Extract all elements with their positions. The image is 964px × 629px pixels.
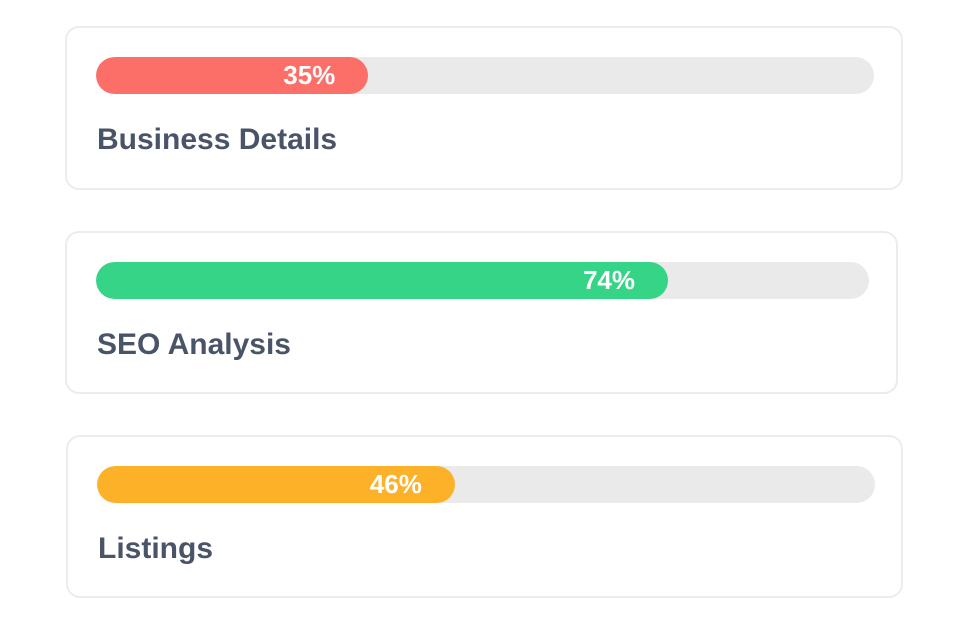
progress-percent-label: 35% — [283, 60, 336, 90]
progress-title: Listings — [98, 532, 214, 565]
progress-card-seo-analysis: 74% SEO Analysis — [65, 231, 898, 394]
progress-fill: 46% — [97, 466, 455, 503]
progress-card-listings: 46% Listings — [66, 435, 903, 598]
progress-track: 46% — [97, 466, 875, 503]
progress-title: SEO Analysis — [97, 328, 291, 361]
progress-percent-label: 74% — [582, 265, 636, 295]
progress-track: 74% — [96, 262, 869, 299]
progress-track: 35% — [96, 57, 874, 94]
progress-percent-label: 46% — [369, 469, 422, 499]
progress-fill: 35% — [96, 57, 369, 94]
progress-title: Business Details — [97, 123, 338, 156]
progress-card-business-details: 35% Business Details — [65, 26, 903, 190]
progress-fill: 74% — [96, 262, 669, 299]
